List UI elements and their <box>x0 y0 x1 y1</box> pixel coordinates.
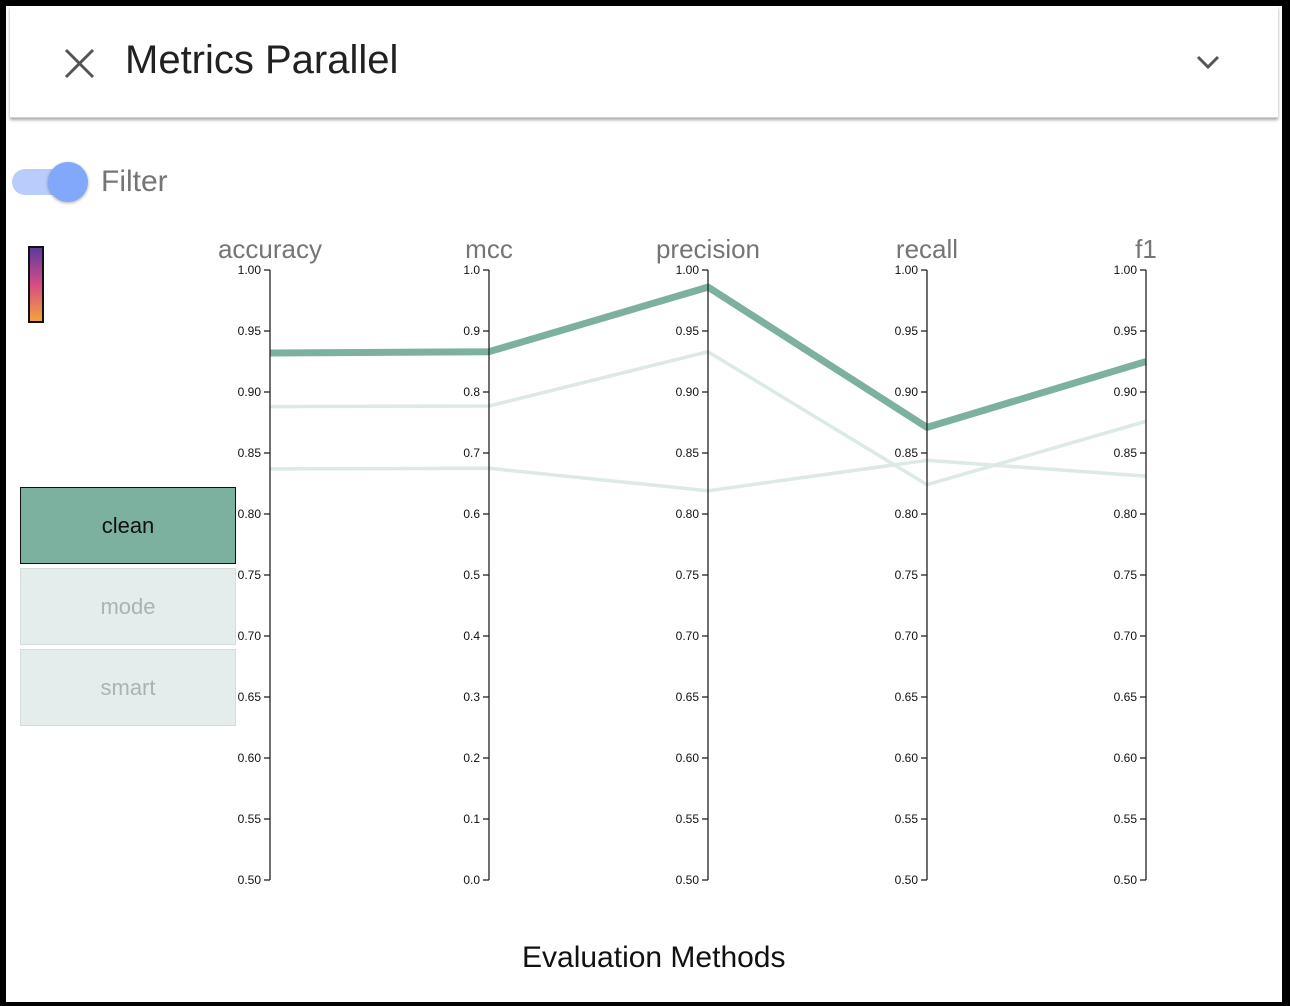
tick-label: 0.65 <box>676 690 700 704</box>
color-scale-bar <box>28 246 44 323</box>
panel-header: Metrics Parallel <box>10 6 1278 118</box>
tick-label: 0.70 <box>895 629 919 643</box>
tick-label: 0.95 <box>676 324 700 338</box>
tick-label: 0.60 <box>676 751 700 765</box>
tick-label: 0.65 <box>895 690 919 704</box>
tick-label: 0.90 <box>238 385 262 399</box>
tick-label: 0.55 <box>676 812 700 826</box>
tick-label: 0.60 <box>238 751 262 765</box>
tick-label: 0.50 <box>895 873 919 887</box>
tick-label: 0.9 <box>463 324 480 338</box>
tick-label: 0.90 <box>1114 385 1138 399</box>
tick-label: 0.55 <box>895 812 919 826</box>
tick-label: 1.00 <box>1114 263 1138 277</box>
tick-label: 0.85 <box>676 446 700 460</box>
axis-title-precision: precision <box>656 234 760 264</box>
tick-label: 0.95 <box>1114 324 1138 338</box>
page-title: Metrics Parallel <box>125 38 399 82</box>
axis-title-mcc: mcc <box>465 234 513 264</box>
tick-label: 0.8 <box>463 385 480 399</box>
tick-label: 0.75 <box>676 568 700 582</box>
tick-label: 0.75 <box>895 568 919 582</box>
tick-label: 0.2 <box>463 751 480 765</box>
tick-label: 0.3 <box>463 690 480 704</box>
close-button[interactable] <box>60 43 100 83</box>
tick-label: 0.80 <box>238 507 262 521</box>
tick-label: 0.1 <box>463 812 480 826</box>
tick-label: 0.75 <box>238 568 262 582</box>
collapse-button[interactable] <box>1192 46 1224 78</box>
axis-accuracy: 0.50 0.55 0.60 0.65 0.70 0.75 0.80 0.85 0.90 0.95… <box>218 234 322 887</box>
filter-label: Filter <box>101 165 168 198</box>
tick-label: 0.70 <box>676 629 700 643</box>
toggle-knob <box>48 162 88 202</box>
tick-label: 0.0 <box>463 873 480 887</box>
tick-label: 0.7 <box>463 446 480 460</box>
tick-label: 1.0 <box>463 263 480 277</box>
tick-label: 0.50 <box>238 873 262 887</box>
tick-label: 0.65 <box>238 690 262 704</box>
tick-label: 0.60 <box>895 751 919 765</box>
tick-label: 1.00 <box>895 263 919 277</box>
legend-item-label: smart <box>100 674 156 700</box>
close-icon <box>64 48 95 79</box>
tick-label: 1.00 <box>676 263 700 277</box>
tick-label: 0.55 <box>238 812 262 826</box>
axis-title-recall: recall <box>896 234 958 264</box>
chevron-down-icon <box>1196 55 1220 70</box>
axis-title-accuracy: accuracy <box>218 234 322 264</box>
legend-item-clean[interactable]: clean <box>20 487 236 564</box>
legend-item-smart[interactable]: smart <box>20 649 236 726</box>
axis-precision: 0.50 0.55 0.60 0.65 0.70 0.75 0.80 0.85 0.90 0.95… <box>656 234 760 887</box>
tick-label: 0.95 <box>238 324 262 338</box>
tick-label: 0.80 <box>1114 507 1138 521</box>
x-axis-title: Evaluation Methods <box>522 941 786 974</box>
tick-label: 0.85 <box>1114 446 1138 460</box>
axis-recall: 0.50 0.55 0.60 0.65 0.70 0.75 0.80 0.85 0.90 0.95… <box>895 234 958 887</box>
tick-label: 1.00 <box>238 263 262 277</box>
legend-item-label: clean <box>101 512 155 538</box>
filter-toggle[interactable] <box>12 160 92 204</box>
tick-label: 0.60 <box>1114 751 1138 765</box>
legend-item-label: mode <box>100 593 156 619</box>
tick-label: 0.5 <box>463 568 480 582</box>
legend-item-mode[interactable]: mode <box>20 568 236 645</box>
tick-label: 0.70 <box>238 629 262 643</box>
tick-label: 0.50 <box>676 873 700 887</box>
tick-label: 0.75 <box>1114 568 1138 582</box>
tick-label: 0.80 <box>676 507 700 521</box>
tick-label: 0.90 <box>895 385 919 399</box>
tick-label: 0.85 <box>895 446 919 460</box>
tick-label: 0.85 <box>238 446 262 460</box>
tick-label: 0.50 <box>1114 873 1138 887</box>
tick-label: 0.65 <box>1114 690 1138 704</box>
tick-label: 0.6 <box>463 507 480 521</box>
tick-label: 0.80 <box>895 507 919 521</box>
tick-label: 0.4 <box>463 629 480 643</box>
axis-title-f1: f1 <box>1135 234 1157 264</box>
tick-label: 0.55 <box>1114 812 1138 826</box>
axis-f1: 0.50 0.55 0.60 0.65 0.70 0.75 0.80 0.85 0.90 0.95… <box>1114 234 1157 887</box>
tick-label: 0.70 <box>1114 629 1138 643</box>
tick-label: 0.95 <box>895 324 919 338</box>
tick-label: 0.90 <box>676 385 700 399</box>
